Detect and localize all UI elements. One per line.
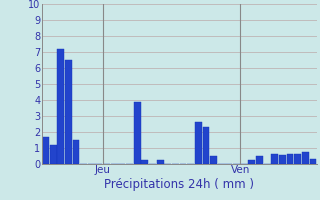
Bar (309, 159, 316, 164)
Bar (141, 160, 148, 164)
Bar (210, 156, 217, 164)
Bar (195, 122, 202, 164)
Bar (57, 49, 64, 164)
Bar (302, 152, 309, 164)
Bar (134, 102, 140, 164)
Bar (256, 156, 263, 164)
Bar (157, 160, 164, 164)
Bar (287, 154, 293, 164)
Bar (42, 137, 49, 164)
Bar (73, 140, 79, 164)
Bar (50, 145, 57, 164)
Bar (248, 160, 255, 164)
Bar (279, 155, 286, 164)
Bar (65, 60, 72, 164)
Bar (271, 154, 278, 164)
Bar (294, 154, 301, 164)
X-axis label: Précipitations 24h ( mm ): Précipitations 24h ( mm ) (104, 178, 254, 191)
Bar (203, 127, 209, 164)
